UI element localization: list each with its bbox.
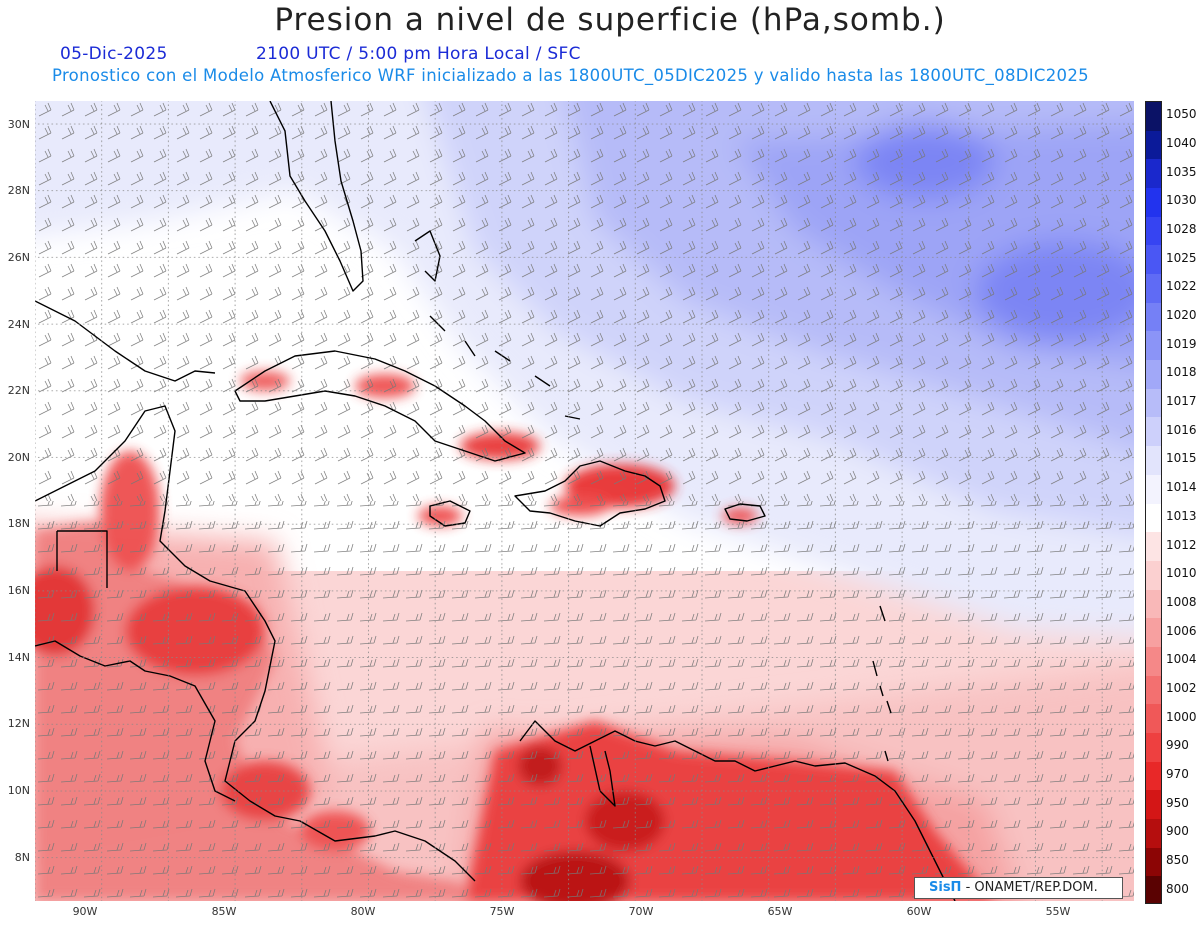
colorbar-swatch bbox=[1146, 646, 1161, 677]
colorbar-label: 1028 bbox=[1166, 222, 1197, 237]
credit-text: - ONAMET/REP.DOM. bbox=[961, 880, 1098, 895]
colorbar-swatch bbox=[1146, 388, 1161, 419]
colorbar-label: 1020 bbox=[1166, 308, 1197, 323]
lon-label: 90W bbox=[72, 905, 98, 918]
colorbar-label: 800 bbox=[1166, 881, 1189, 896]
colorbar-label: 1050 bbox=[1166, 107, 1197, 122]
colorbar-swatch bbox=[1146, 503, 1161, 534]
lon-label: 65W bbox=[767, 905, 793, 918]
colorbar-swatch bbox=[1146, 589, 1161, 620]
lon-label: 80W bbox=[350, 905, 376, 918]
colorbar-label: 1030 bbox=[1166, 193, 1197, 208]
colorbar-label: 1008 bbox=[1166, 594, 1197, 609]
colorbar-label: 1022 bbox=[1166, 279, 1197, 294]
model-info: Pronostico con el Modelo Atmosferico WRF… bbox=[52, 66, 1089, 85]
colorbar-swatch bbox=[1146, 360, 1161, 390]
colorbar-label: 1004 bbox=[1166, 652, 1197, 667]
colorbar-swatch bbox=[1146, 790, 1161, 820]
colorbar-label: 1017 bbox=[1166, 394, 1197, 409]
colorbar-swatch bbox=[1146, 618, 1161, 648]
colorbar-label: 1015 bbox=[1166, 451, 1197, 466]
colorbar-swatch bbox=[1146, 847, 1161, 878]
colorbar-label: 1012 bbox=[1166, 537, 1197, 552]
lon-label: 85W bbox=[211, 905, 237, 918]
lon-label: 55W bbox=[1045, 905, 1071, 918]
sispi-logo: SisΠ bbox=[929, 880, 962, 895]
lat-label: 16N bbox=[7, 584, 30, 597]
colorbar-swatch bbox=[1146, 188, 1161, 218]
colorbar-swatch bbox=[1146, 818, 1161, 849]
colorbar-label: 900 bbox=[1166, 824, 1189, 839]
colorbar-swatch bbox=[1146, 102, 1161, 132]
colorbar-label: 950 bbox=[1166, 795, 1189, 810]
colorbar-label: 1013 bbox=[1166, 508, 1197, 523]
colorbar-swatch bbox=[1146, 704, 1161, 734]
colorbar-label: 1025 bbox=[1166, 250, 1197, 265]
credit-box: SisΠ - ONAMET/REP.DOM. bbox=[914, 877, 1123, 899]
lon-label: 70W bbox=[628, 905, 654, 918]
colorbar-label: 1040 bbox=[1166, 136, 1197, 151]
pressure-map bbox=[35, 101, 1134, 901]
colorbar-swatch bbox=[1146, 130, 1161, 161]
colorbar-swatch bbox=[1146, 216, 1161, 247]
lat-label: 8N bbox=[14, 851, 30, 864]
colorbar-label: 1002 bbox=[1166, 680, 1197, 695]
colorbar-swatch bbox=[1146, 417, 1161, 448]
colorbar-label: 1035 bbox=[1166, 164, 1197, 179]
colorbar-label: 1019 bbox=[1166, 336, 1197, 351]
colorbar-swatch bbox=[1146, 876, 1161, 903]
lat-label: 26N bbox=[7, 251, 30, 264]
colorbar-label: 1006 bbox=[1166, 623, 1197, 638]
lon-label: 60W bbox=[906, 905, 932, 918]
colorbar-label: 970 bbox=[1166, 766, 1189, 781]
colorbar-swatch bbox=[1146, 159, 1161, 190]
colorbar-swatch bbox=[1146, 761, 1161, 792]
lat-label: 22N bbox=[7, 384, 30, 397]
colorbar-swatch bbox=[1146, 302, 1161, 333]
lat-label: 20N bbox=[7, 451, 30, 464]
lat-label: 28N bbox=[7, 184, 30, 197]
colorbar-label: 850 bbox=[1166, 852, 1189, 867]
lon-label: 75W bbox=[489, 905, 515, 918]
colorbar-label: 990 bbox=[1166, 738, 1189, 753]
forecast-time: 2100 UTC / 5:00 pm Hora Local / SFC bbox=[256, 44, 581, 64]
map-canvas bbox=[35, 101, 1134, 901]
lat-label: 14N bbox=[7, 651, 30, 664]
colorbar-swatch bbox=[1146, 245, 1161, 276]
colorbar-swatch bbox=[1146, 331, 1161, 362]
colorbar-swatch bbox=[1146, 732, 1161, 763]
colorbar-swatch bbox=[1146, 446, 1161, 476]
lat-label: 24N bbox=[7, 318, 30, 331]
lat-label: 10N bbox=[7, 784, 30, 797]
lat-label: 18N bbox=[7, 517, 30, 530]
colorbar-label: 1014 bbox=[1166, 480, 1197, 495]
colorbar-swatch bbox=[1146, 675, 1161, 706]
colorbar-label: 1018 bbox=[1166, 365, 1197, 380]
colorbar-label: 1016 bbox=[1166, 422, 1197, 437]
colorbar-label: 1010 bbox=[1166, 566, 1197, 581]
colorbar-swatch bbox=[1146, 532, 1161, 562]
lat-label: 30N bbox=[7, 118, 30, 131]
colorbar-swatch bbox=[1146, 474, 1161, 505]
forecast-date: 05-Dic-2025 bbox=[60, 44, 168, 64]
colorbar-label: 1000 bbox=[1166, 709, 1197, 724]
lat-lon-grid bbox=[35, 101, 1134, 901]
lat-label: 12N bbox=[7, 717, 30, 730]
colorbar-swatch bbox=[1146, 560, 1161, 591]
colorbar-swatch bbox=[1146, 274, 1161, 304]
map-title: Presion a nivel de superficie (hPa,somb.… bbox=[274, 2, 946, 38]
colorbar bbox=[1145, 101, 1162, 904]
